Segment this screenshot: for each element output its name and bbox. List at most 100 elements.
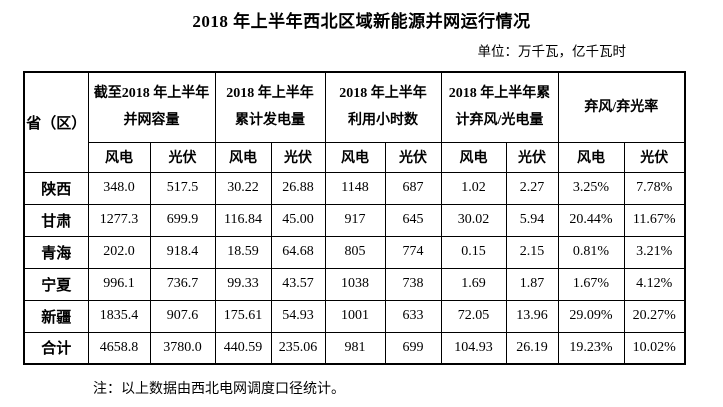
sub-header-solar: 光伏 bbox=[505, 141, 559, 173]
sub-header-wind: 风电 bbox=[324, 141, 386, 173]
column-group-header-line: 截至2018 年上半年 bbox=[93, 86, 210, 102]
value-cell: 1.69 bbox=[440, 267, 507, 301]
value-cell: 1038 bbox=[324, 267, 386, 301]
table-row: 新疆 1835.4 907.6 175.61 54.93 1001 633 72.05 13.9… bbox=[23, 299, 686, 333]
value-cell: 2.15 bbox=[505, 235, 559, 269]
sub-header-wind: 风电 bbox=[87, 141, 151, 173]
value-cell: 0.15 bbox=[440, 235, 507, 269]
column-group-header-line: 2018 年上半年 bbox=[226, 86, 314, 102]
value-cell: 440.59 bbox=[214, 331, 272, 365]
value-cell: 1.87 bbox=[505, 267, 559, 301]
sub-header-row: 风电 光伏 风电 光伏 风电 光伏 风电 光伏 风电 光伏 bbox=[24, 141, 686, 173]
value-cell: 235.06 bbox=[270, 331, 326, 365]
value-cell: 981 bbox=[324, 331, 386, 365]
column-group-header-line: 并网容量 bbox=[123, 113, 180, 129]
province-cell: 甘肃 bbox=[23, 203, 89, 237]
corner-header-province: 省（区） bbox=[23, 71, 89, 173]
group-header-row: 省（区） 截至2018 年上半年 并网容量 2018 年上半年 累计发电量 2018 年… bbox=[23, 71, 686, 173]
column-group-header-line: 2018 年上半年累 bbox=[448, 86, 551, 102]
value-cell: 54.93 bbox=[270, 299, 326, 333]
table-row: 青海 202.0 918.4 18.59 64.68 805 774 0.15 2.15 0.81… bbox=[23, 235, 686, 269]
value-cell: 1001 bbox=[324, 299, 386, 333]
value-cell: 736.7 bbox=[149, 267, 216, 301]
column-group-header: 2018 年上半年 利用小时数 bbox=[324, 71, 442, 143]
table-row: 合计 4658.8 3780.0 440.59 235.06 981 699 104.93 26… bbox=[23, 331, 686, 365]
page-title: 2018 年上半年西北区域新能源并网运行情况 bbox=[192, 12, 531, 31]
energy-data-table: 省（区） 截至2018 年上半年 并网容量 2018 年上半年 累计发电量 2018 年… bbox=[23, 71, 687, 365]
value-cell: 3.25% bbox=[557, 171, 625, 205]
value-cell: 18.59 bbox=[214, 235, 272, 269]
value-cell: 3.21% bbox=[623, 235, 686, 269]
value-cell: 30.02 bbox=[440, 203, 507, 237]
province-cell: 合计 bbox=[23, 331, 89, 365]
sub-header-solar: 光伏 bbox=[384, 141, 442, 173]
value-cell: 996.1 bbox=[87, 267, 151, 301]
value-cell: 3780.0 bbox=[149, 331, 216, 365]
value-cell: 699 bbox=[384, 331, 442, 365]
table-row: 甘肃 1277.3 699.9 116.84 45.00 917 645 30.02 5.94 2… bbox=[23, 203, 686, 237]
province-cell: 新疆 bbox=[23, 299, 89, 333]
column-group-header-line: 累计发电量 bbox=[235, 113, 305, 129]
column-group-header: 2018 年上半年 累计发电量 bbox=[214, 71, 326, 143]
value-cell: 7.78% bbox=[623, 171, 686, 205]
province-cell: 青海 bbox=[23, 235, 89, 269]
column-group-header: 截至2018 年上半年 并网容量 bbox=[87, 71, 216, 143]
value-cell: 72.05 bbox=[440, 299, 507, 333]
value-cell: 19.23% bbox=[557, 331, 625, 365]
column-group-header-line: 弃风/弃光率 bbox=[584, 99, 659, 115]
value-cell: 774 bbox=[384, 235, 442, 269]
value-cell: 805 bbox=[324, 235, 386, 269]
value-cell: 738 bbox=[384, 267, 442, 301]
footnote: 注：以上数据由西北电网调度口径统计。 bbox=[93, 382, 345, 397]
value-cell: 918.4 bbox=[149, 235, 216, 269]
table-header: 省（区） 截至2018 年上半年 并网容量 2018 年上半年 累计发电量 2018 年… bbox=[23, 71, 686, 173]
value-cell: 517.5 bbox=[149, 171, 216, 205]
value-cell: 26.88 bbox=[270, 171, 326, 205]
value-cell: 99.33 bbox=[214, 267, 272, 301]
value-cell: 26.19 bbox=[505, 331, 559, 365]
value-cell: 43.57 bbox=[270, 267, 326, 301]
value-cell: 699.9 bbox=[149, 203, 216, 237]
sub-header-wind: 风电 bbox=[440, 141, 507, 173]
value-cell: 29.09% bbox=[557, 299, 625, 333]
province-cell: 陕西 bbox=[23, 171, 89, 205]
value-cell: 1835.4 bbox=[87, 299, 151, 333]
column-group-header: 弃风/弃光率 bbox=[557, 71, 686, 143]
sub-header-solar: 光伏 bbox=[149, 141, 216, 173]
value-cell: 687 bbox=[384, 171, 442, 205]
value-cell: 917 bbox=[324, 203, 386, 237]
value-cell: 1.67% bbox=[557, 267, 625, 301]
value-cell: 13.96 bbox=[505, 299, 559, 333]
value-cell: 633 bbox=[384, 299, 442, 333]
value-cell: 45.00 bbox=[270, 203, 326, 237]
value-cell: 1.02 bbox=[440, 171, 507, 205]
value-cell: 907.6 bbox=[149, 299, 216, 333]
unit-label: 单位：万千瓦，亿千瓦时 bbox=[477, 44, 627, 59]
table-body: 陕西 348.0 517.5 30.22 26.88 1148 687 1.02 2.27 3.2… bbox=[23, 171, 686, 365]
value-cell: 5.94 bbox=[505, 203, 559, 237]
sub-header-solar: 光伏 bbox=[270, 141, 326, 173]
value-cell: 2.27 bbox=[505, 171, 559, 205]
column-group-header-line: 计弃风/光电量 bbox=[455, 113, 544, 129]
sub-header-wind: 风电 bbox=[557, 141, 625, 173]
value-cell: 1277.3 bbox=[87, 203, 151, 237]
province-cell: 宁夏 bbox=[23, 267, 89, 301]
value-cell: 64.68 bbox=[270, 235, 326, 269]
column-group-header-line: 2018 年上半年 bbox=[339, 86, 427, 102]
value-cell: 1148 bbox=[324, 171, 386, 205]
value-cell: 116.84 bbox=[214, 203, 272, 237]
value-cell: 20.27% bbox=[623, 299, 686, 333]
sub-header-solar: 光伏 bbox=[623, 141, 686, 173]
value-cell: 30.22 bbox=[214, 171, 272, 205]
value-cell: 0.81% bbox=[557, 235, 625, 269]
value-cell: 104.93 bbox=[440, 331, 507, 365]
value-cell: 10.02% bbox=[623, 331, 686, 365]
column-group-header-line: 利用小时数 bbox=[348, 113, 418, 129]
value-cell: 202.0 bbox=[87, 235, 151, 269]
value-cell: 645 bbox=[384, 203, 442, 237]
column-group-header: 2018 年上半年累 计弃风/光电量 bbox=[440, 71, 559, 143]
value-cell: 4658.8 bbox=[87, 331, 151, 365]
value-cell: 11.67% bbox=[623, 203, 686, 237]
value-cell: 175.61 bbox=[214, 299, 272, 333]
